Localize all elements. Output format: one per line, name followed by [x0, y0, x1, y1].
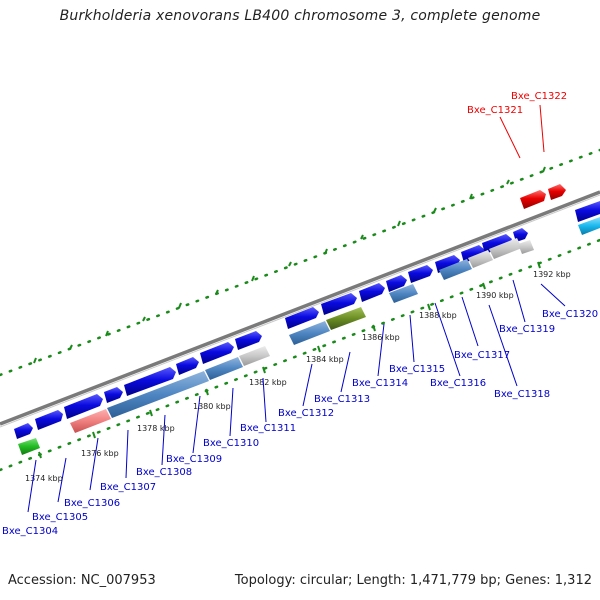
label-leader-lines	[27, 279, 566, 513]
scale-label: 1388 kbp	[419, 311, 457, 320]
gene-label[interactable]: Bxe_C1310	[203, 438, 259, 449]
gene-label[interactable]: Bxe_C1307	[100, 482, 156, 493]
outer-tick-track	[0, 148, 600, 377]
gene-label[interactable]: Bxe_C1321	[467, 105, 523, 116]
gene-label[interactable]: Bxe_C1312	[278, 408, 334, 419]
feature-green[interactable]	[18, 438, 40, 455]
scale-label: 1390 kbp	[476, 291, 514, 300]
scale-label: 1384 kbp	[306, 355, 344, 364]
gene-label[interactable]: Bxe_C1319	[499, 324, 555, 335]
gene-arrow[interactable]	[408, 265, 433, 283]
gene-arrow[interactable]	[14, 423, 33, 439]
gene-bxe-c1322[interactable]	[548, 184, 566, 200]
gene-arrow[interactable]	[124, 367, 176, 396]
gene-bxe-c1321[interactable]	[520, 190, 546, 209]
feature-pink[interactable]	[70, 409, 111, 433]
feature-grey[interactable]	[468, 250, 493, 268]
gene-arrow[interactable]	[435, 255, 460, 273]
feature-steel[interactable]	[439, 259, 472, 280]
gene-label[interactable]: Bxe_C1314	[352, 378, 408, 389]
forward-gene-track	[14, 201, 600, 439]
feature-steel[interactable]	[205, 357, 243, 380]
gene-label[interactable]: Bxe_C1316	[430, 378, 486, 389]
gene-label[interactable]: Bxe_C1308	[136, 467, 192, 478]
gene-arrow[interactable]	[285, 307, 319, 329]
feature-steel[interactable]	[389, 284, 418, 303]
gene-label[interactable]: Bxe_C1306	[64, 498, 120, 509]
scale-label: 1386 kbp	[362, 333, 400, 342]
gene-arrow[interactable]	[359, 283, 385, 302]
gene-arrow[interactable]	[321, 293, 357, 315]
gene-labels: Bxe_C1304 Bxe_C1305 Bxe_C1306 Bxe_C1307 …	[2, 91, 598, 537]
scale-label: 1382 kbp	[249, 378, 287, 387]
gene-label[interactable]: Bxe_C1311	[240, 423, 296, 434]
feature-grey[interactable]	[239, 346, 270, 366]
feature-cyan[interactable]	[578, 217, 600, 235]
inner-tick-track	[0, 238, 600, 472]
red-leader-lines	[499, 104, 545, 159]
gene-label[interactable]: Bxe_C1317	[454, 350, 510, 361]
scale-label: 1392 kbp	[533, 270, 571, 279]
gene-arrow[interactable]	[575, 201, 600, 222]
gene-arrow[interactable]	[64, 394, 103, 419]
gene-arrow[interactable]	[176, 357, 199, 375]
genome-summary: Topology: circular; Length: 1,471,779 bp…	[234, 573, 592, 588]
map-title: Burkholderia xenovorans LB400 chromosome…	[59, 8, 541, 24]
gene-arrow[interactable]	[200, 342, 234, 364]
gene-label[interactable]: Bxe_C1304	[2, 526, 58, 537]
accession-label: Accession: NC_007953	[8, 573, 156, 588]
feature-steel[interactable]	[289, 321, 330, 345]
gene-arrow[interactable]	[386, 275, 407, 292]
gene-arrow[interactable]	[35, 410, 63, 430]
gene-label[interactable]: Bxe_C1315	[389, 364, 445, 375]
outer-major-ticks	[33, 166, 546, 364]
feature-grey[interactable]	[518, 240, 534, 254]
scale-labels: 1374 kbp 1376 kbp 1378 kbp 1380 kbp 1382…	[25, 270, 571, 483]
gene-label[interactable]: Bxe_C1320	[542, 309, 598, 320]
gene-label[interactable]: Bxe_C1322	[511, 91, 567, 102]
feature-grey[interactable]	[489, 238, 522, 259]
scale-label: 1378 kbp	[137, 424, 175, 433]
scale-label: 1380 kbp	[193, 402, 231, 411]
gene-label[interactable]: Bxe_C1318	[494, 389, 550, 400]
feature-track	[18, 217, 600, 455]
scale-label: 1376 kbp	[81, 449, 119, 458]
gene-label[interactable]: Bxe_C1309	[166, 454, 222, 465]
gene-label[interactable]: Bxe_C1305	[32, 512, 88, 523]
gene-arrow[interactable]	[235, 331, 262, 350]
gene-arrow[interactable]	[461, 245, 485, 263]
scale-label: 1374 kbp	[25, 474, 63, 483]
gene-label[interactable]: Bxe_C1313	[314, 394, 370, 405]
feature-olive[interactable]	[326, 307, 366, 330]
gene-arrow[interactable]	[104, 387, 123, 403]
feature-steel[interactable]	[107, 371, 209, 418]
genome-backbone	[0, 190, 600, 428]
